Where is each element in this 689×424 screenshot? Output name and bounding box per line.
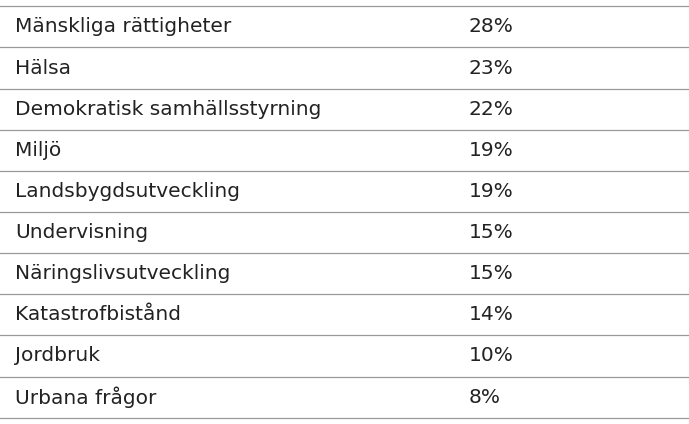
Text: 14%: 14% — [469, 305, 513, 324]
Text: Jordbruk: Jordbruk — [15, 346, 100, 365]
Text: Undervisning: Undervisning — [15, 223, 148, 242]
Text: Hälsa: Hälsa — [15, 59, 71, 78]
Text: Katastrofbistånd: Katastrofbistånd — [15, 305, 181, 324]
Text: 19%: 19% — [469, 141, 513, 160]
Text: 23%: 23% — [469, 59, 513, 78]
Text: 10%: 10% — [469, 346, 513, 365]
Text: Landsbygdsutveckling: Landsbygdsutveckling — [15, 182, 240, 201]
Text: 22%: 22% — [469, 100, 513, 119]
Text: Näringslivsutveckling: Näringslivsutveckling — [15, 264, 231, 283]
Text: 8%: 8% — [469, 388, 500, 407]
Text: 19%: 19% — [469, 182, 513, 201]
Text: Mänskliga rättigheter: Mänskliga rättigheter — [15, 17, 232, 36]
Text: 15%: 15% — [469, 264, 513, 283]
Text: Miljö: Miljö — [15, 141, 61, 160]
Text: 15%: 15% — [469, 223, 513, 242]
Text: Demokratisk samhällsstyrning: Demokratisk samhällsstyrning — [15, 100, 322, 119]
Text: 28%: 28% — [469, 17, 513, 36]
Text: Urbana frågor: Urbana frågor — [15, 386, 156, 408]
